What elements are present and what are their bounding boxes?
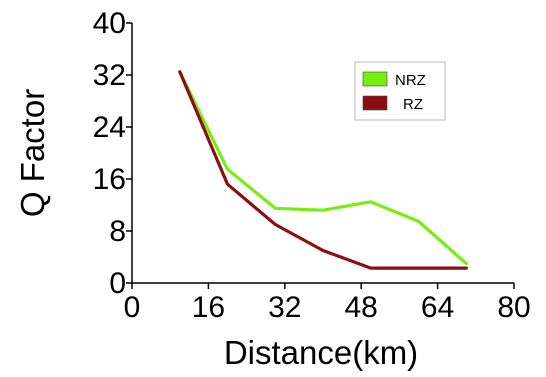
x-tick-label: 32 xyxy=(268,291,301,324)
legend-box xyxy=(354,61,446,121)
series-group xyxy=(178,70,468,270)
x-tick-label: 16 xyxy=(192,291,225,324)
x-ticks: 0 16 32 48 64 80 xyxy=(124,283,531,324)
y-tick-label: 8 xyxy=(109,215,126,248)
y-tick-label: 24 xyxy=(93,111,126,144)
x-tick-label: 80 xyxy=(497,291,530,324)
y-axis-title: Q Factor xyxy=(14,89,51,217)
y-tick-label: 16 xyxy=(93,163,126,196)
axes xyxy=(131,23,514,284)
legend-label-nrz: NRZ xyxy=(395,72,426,89)
legend: NRZ RZ xyxy=(354,61,446,121)
x-tick-label: 48 xyxy=(345,291,378,324)
series-line-nrz xyxy=(178,70,468,266)
x-tick-label: 0 xyxy=(124,291,141,324)
series-line-rz xyxy=(178,70,468,270)
y-ticks: 0 8 16 24 32 40 xyxy=(93,7,132,300)
x-axis-title: Distance(km) xyxy=(224,334,418,371)
y-tick-label: 40 xyxy=(93,7,126,40)
legend-swatch-nrz xyxy=(362,71,388,87)
y-tick-label: 32 xyxy=(93,59,126,92)
x-tick-label: 64 xyxy=(421,291,454,324)
y-tick-label: 0 xyxy=(109,267,126,300)
legend-swatch-rz xyxy=(362,95,388,111)
legend-label-rz: RZ xyxy=(403,96,423,113)
